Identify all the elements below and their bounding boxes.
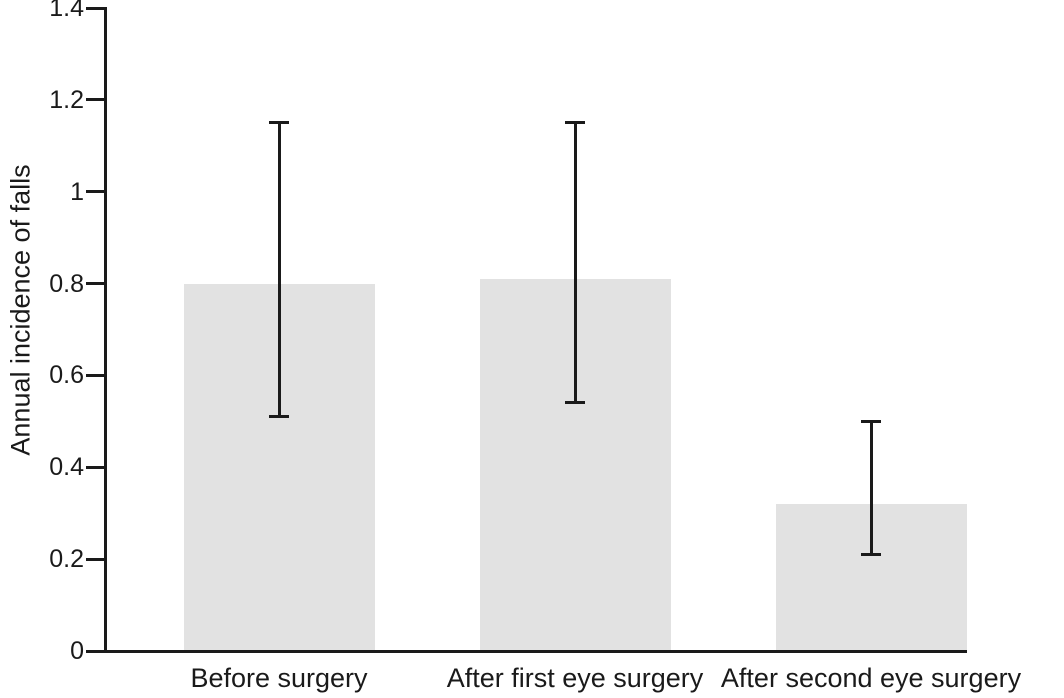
y-tick — [86, 649, 105, 653]
y-tick-label: 0.8 — [49, 269, 84, 298]
y-tick-label: 1.4 — [49, 0, 84, 22]
y-tick — [86, 465, 105, 469]
y-tick — [86, 190, 105, 194]
x-category-label: After first eye surgery — [446, 663, 704, 693]
y-tick-label: 0.6 — [49, 361, 84, 390]
error-bar-cap-bottom — [861, 553, 881, 557]
y-tick-label: 1.2 — [49, 85, 84, 114]
x-category-label: After second eye surgery — [720, 663, 1022, 693]
y-tick — [86, 373, 105, 377]
error-bar-cap-top — [269, 121, 289, 125]
x-axis-line — [103, 649, 967, 653]
error-bar-cap-bottom — [269, 415, 289, 419]
y-tick — [86, 98, 105, 102]
error-bar-cap-top — [565, 121, 585, 125]
error-bar-cap-bottom — [565, 401, 585, 405]
error-bar-line — [869, 421, 873, 555]
error-bar-cap-top — [861, 419, 881, 423]
y-tick-label: 1 — [70, 177, 84, 206]
y-tick-label: 0.2 — [49, 545, 84, 574]
y-tick — [86, 557, 105, 561]
y-tick — [86, 282, 105, 286]
y-tick — [86, 6, 105, 10]
y-tick-label: 0 — [70, 637, 84, 665]
error-bar-line — [277, 122, 281, 417]
y-tick-label: 0.4 — [49, 453, 84, 482]
error-bar-line — [573, 122, 577, 403]
y-axis-line — [103, 6, 107, 653]
x-category-label: Before surgery — [190, 663, 368, 693]
